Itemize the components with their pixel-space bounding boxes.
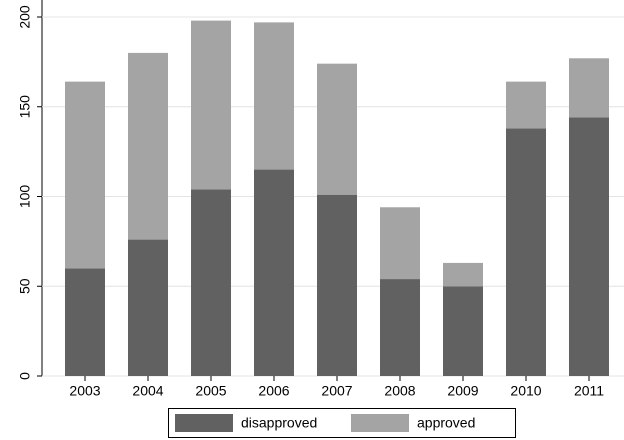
- bar-segment: [506, 81, 546, 129]
- bar-segment: [254, 22, 294, 170]
- y-tick-label: 50: [17, 278, 33, 294]
- bar-segment: [317, 63, 357, 195]
- bar-segment: [254, 169, 294, 376]
- bar-segment: [443, 286, 483, 376]
- x-tick-label: 2007: [321, 383, 352, 399]
- bar-segment: [569, 117, 609, 377]
- legend-label: approved: [417, 415, 475, 431]
- x-tick-label: 2010: [510, 383, 541, 399]
- bar-segment: [380, 207, 420, 280]
- legend-swatch: [175, 414, 233, 432]
- legend-swatch: [351, 414, 409, 432]
- bar-segment: [569, 58, 609, 118]
- x-tick-label: 2005: [195, 383, 226, 399]
- bar-segment: [65, 81, 105, 269]
- legend-label: disapproved: [241, 415, 317, 431]
- x-tick-label: 2006: [258, 383, 289, 399]
- bar-segment: [380, 279, 420, 376]
- x-tick-label: 2008: [384, 383, 415, 399]
- x-tick-label: 2004: [132, 383, 163, 399]
- x-tick-label: 2009: [447, 383, 478, 399]
- bar-segment: [128, 52, 168, 240]
- y-tick-label: 200: [17, 5, 33, 29]
- bar-segment: [317, 194, 357, 376]
- bar-segment: [191, 189, 231, 376]
- bar-segment: [128, 239, 168, 376]
- bar-segment: [191, 20, 231, 190]
- y-tick-label: 100: [17, 185, 33, 209]
- y-tick-label: 0: [17, 372, 33, 380]
- x-tick-label: 2011: [574, 383, 604, 399]
- bar-segment: [443, 262, 483, 287]
- bar-segment: [65, 268, 105, 376]
- y-tick-label: 150: [17, 95, 33, 119]
- x-tick-label: 2003: [69, 383, 100, 399]
- bar-segment: [506, 128, 546, 376]
